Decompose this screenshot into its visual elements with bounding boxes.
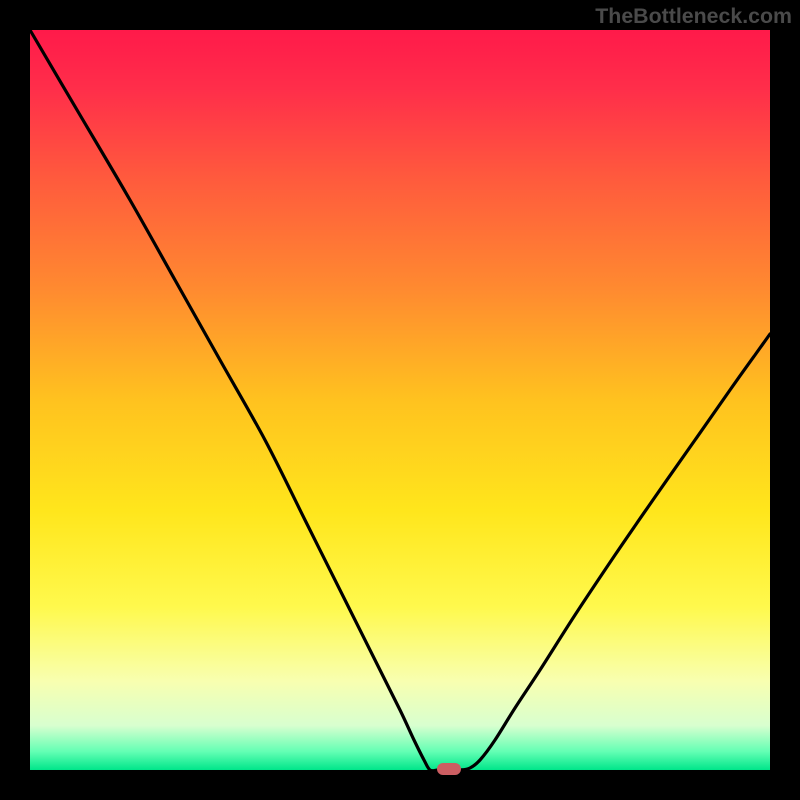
chart-container: TheBottleneck.com — [0, 0, 800, 800]
bottleneck-chart — [0, 0, 800, 800]
optimal-marker — [437, 763, 461, 775]
plot-background — [30, 30, 770, 770]
watermark-text: TheBottleneck.com — [595, 4, 792, 29]
